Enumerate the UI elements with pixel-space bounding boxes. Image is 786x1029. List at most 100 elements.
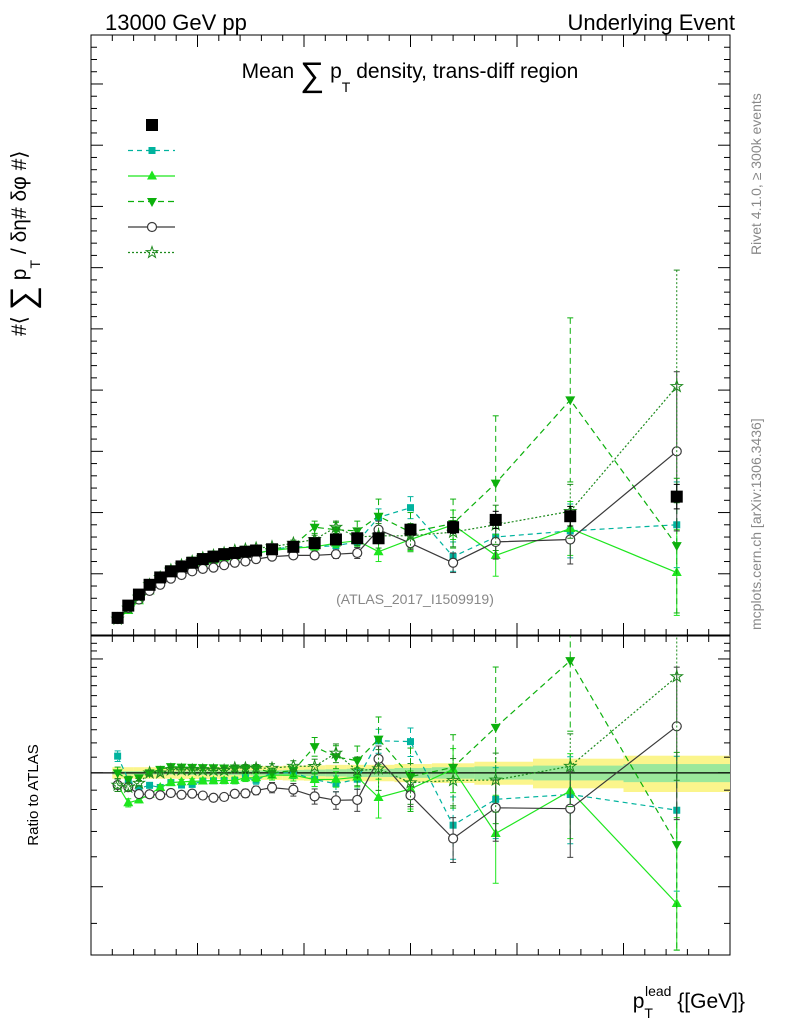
data-point [197,563,208,574]
ratio-point [208,792,219,803]
ratio-point [250,785,262,796]
data-point [164,565,177,578]
ratio-point [309,743,320,753]
ratio-series-line [117,659,678,845]
ylabel-sum-icon: ∑ [4,286,42,310]
legend-item-pp0 [128,221,175,233]
ratio-point [288,784,299,795]
legend-item-pdw [128,198,175,207]
ratio-point [176,789,187,800]
series-pp0 [112,371,682,625]
ratio-point [240,772,251,782]
series-atlas [111,483,683,624]
ratio-point [565,803,576,814]
data-point [564,510,577,523]
legend-item-atlas [146,119,158,131]
data-point [373,512,384,522]
data-point [250,544,263,557]
ratio-point [309,774,320,784]
ratio-point [114,752,122,760]
data-point [352,547,363,559]
data-point [447,521,460,534]
ratio-point [445,772,461,787]
data-point [308,537,321,550]
data-point [266,543,279,556]
ratio-point [112,769,123,779]
series-pdw [112,317,682,624]
ratio-y-label: Ratio to ATLAS [25,744,42,845]
ratio-series-pq2o [110,636,685,813]
data-point [404,523,417,536]
ratio-point [671,841,682,851]
ratio-point [267,769,278,779]
main-panel: Mean ∑ pT density, trans-diff region #⟨ … [4,34,731,636]
ratio-point [373,791,384,801]
data-point [372,532,385,545]
ratio-point [229,774,240,784]
ratio-ticks [90,636,731,955]
data-point [132,588,145,601]
ratio-panel: Ratio to ATLAS pTlead {[GeV]} [25,635,745,1021]
ratio-point [407,738,414,746]
data-point [208,562,219,573]
data-point [490,479,501,489]
ratio-point [123,797,134,807]
ratio-point [488,772,503,787]
data-point [670,490,683,503]
ratio-point [153,765,168,779]
title-sub: T [342,79,351,95]
legend-item-p359 [128,147,175,154]
header-left: 13000 GeV pp [105,10,247,35]
data-point [565,396,576,406]
ratio-point [448,833,459,844]
series-line [117,398,678,619]
rivet-label: Rivet 4.1.0, ≥ 300k events [748,93,764,255]
xlabel-sup: lead [645,983,671,999]
ratio-point [330,795,342,806]
ratio-point [373,735,384,745]
y-axis-label: #⟨ ∑ pT / δη# δφ #⟩ [4,151,45,336]
ratio-point [251,772,262,782]
ratio-point [165,787,176,799]
data-point [489,513,502,526]
data-point [407,504,414,512]
data-point [329,533,342,546]
ratio-data-layer [110,636,685,951]
ratio-point [240,788,251,799]
data-point [309,550,320,561]
data-point [228,546,241,559]
legend-marker [147,170,157,180]
ratio-series-line [117,676,678,788]
ratio-point [146,781,154,789]
title-p: p [330,60,342,83]
ratio-point [219,774,230,784]
data-point [671,542,682,552]
series-line [117,386,678,620]
ylabel-p: p [8,269,31,281]
main-data-layer [110,269,684,626]
ratio-point [669,669,685,683]
data-point [229,557,240,568]
data-point [328,519,344,534]
ratio-point [371,761,386,775]
xlabel-sub: T [644,1005,653,1021]
ratio-point [165,777,176,787]
data-point [218,548,231,561]
ratio-point [197,790,208,801]
ratio-point [155,790,166,801]
data-point [448,557,459,568]
ratio-point [266,782,278,793]
ratio-point [219,791,230,803]
data-point [186,556,199,569]
data-point [669,378,684,393]
series-pq2o [110,269,684,626]
data-point [330,549,342,560]
main-title: Mean ∑ pT density, trans-diff region [242,56,579,97]
ratio-point [155,781,166,791]
legend-marker [144,244,160,259]
legend-marker [146,119,158,131]
ratio-series-p359 [114,727,681,892]
ratio-point [144,789,155,800]
ratio-point [248,760,264,775]
